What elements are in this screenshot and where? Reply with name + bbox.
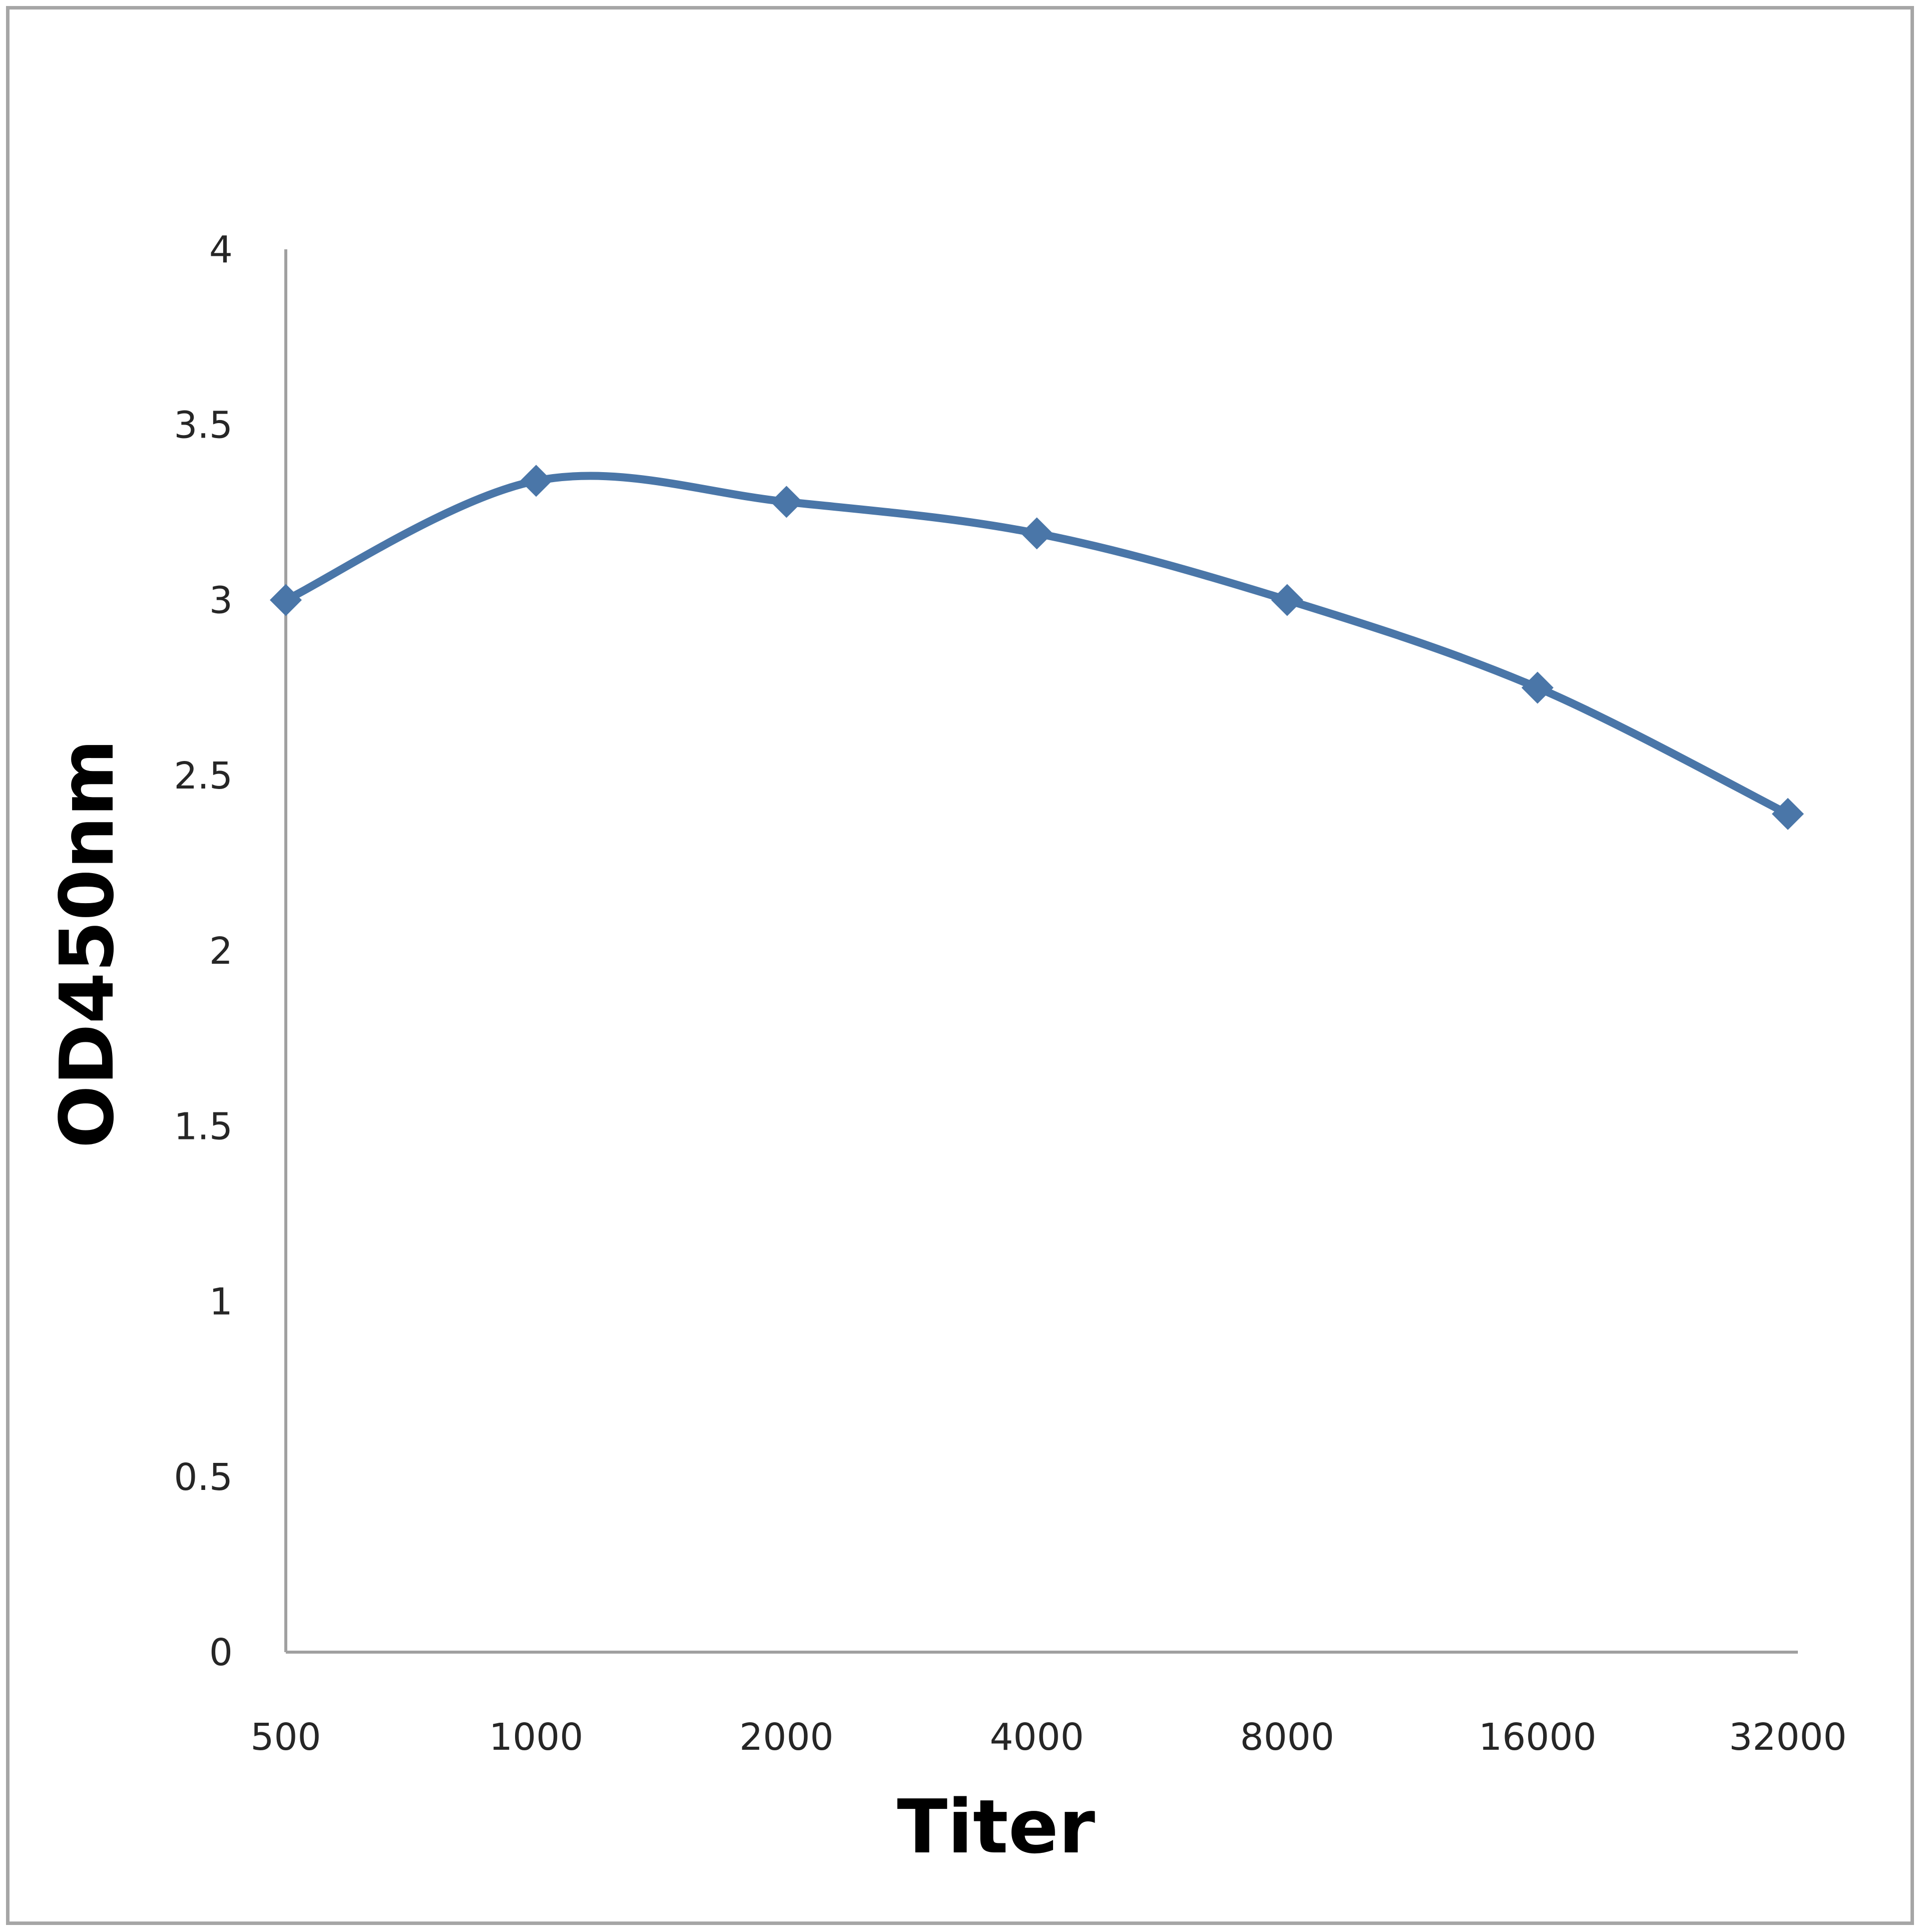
y-tick-label: 1: [209, 1281, 233, 1324]
diamond-marker: [770, 486, 803, 518]
axes: [284, 249, 1798, 1654]
data-markers: [270, 465, 1804, 830]
y-tick-label: 3.5: [174, 404, 233, 447]
diamond-marker: [270, 584, 302, 616]
y-tick-labels: 0 0.5 1 1.5 2 2.5 3 3.5 4: [174, 228, 233, 1674]
diamond-marker: [1772, 798, 1804, 830]
diamond-marker: [1271, 584, 1303, 616]
diamond-marker: [1521, 671, 1554, 704]
y-tick-label: 2: [209, 930, 233, 973]
y-axis-title: OD450nm: [44, 739, 130, 1148]
y-tick-label: 0: [209, 1631, 233, 1674]
x-tick-label: 4000: [990, 1716, 1084, 1759]
x-tick-label: 32000: [1729, 1716, 1846, 1759]
x-tick-label: 16000: [1479, 1716, 1596, 1759]
chart-frame: [6, 6, 1914, 1925]
x-tick-labels: 500 1000 2000 4000 8000 16000 32000: [250, 1716, 1846, 1759]
diamond-marker: [1021, 517, 1053, 550]
y-tick-label: 4: [209, 228, 233, 271]
y-tick-label: 2.5: [174, 754, 233, 798]
x-tick-label: 1000: [489, 1716, 583, 1759]
x-tick-label: 2000: [739, 1716, 833, 1759]
x-axis-title: Titer: [897, 1784, 1095, 1870]
x-tick-label: 8000: [1240, 1716, 1334, 1759]
y-tick-label: 0.5: [174, 1456, 233, 1499]
y-tick-label: 1.5: [174, 1105, 233, 1148]
x-tick-label: 500: [250, 1716, 321, 1759]
diamond-marker: [520, 465, 553, 497]
y-tick-label: 3: [209, 579, 233, 622]
